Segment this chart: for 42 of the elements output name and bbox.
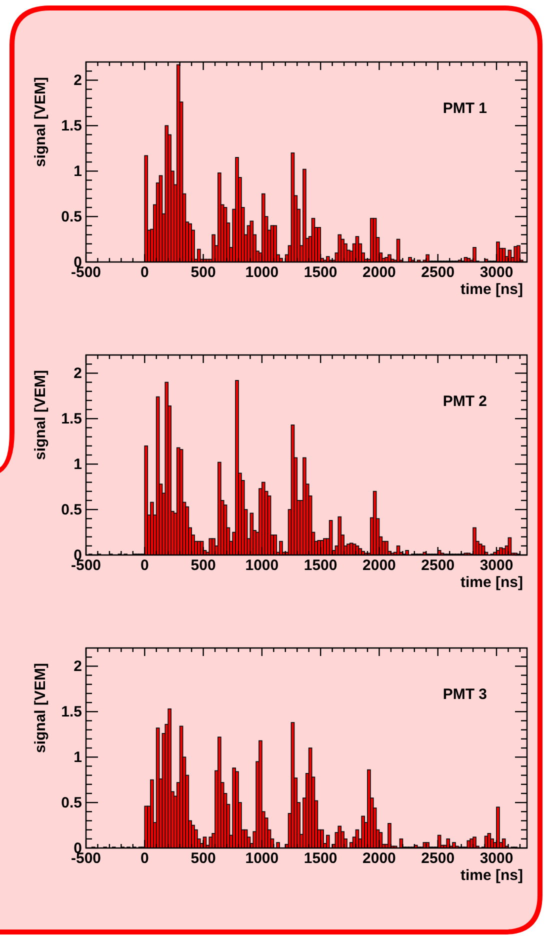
x-tick-label: 3000 (480, 557, 514, 574)
text: PMT 3 (442, 686, 487, 703)
x-tick-label: 2500 (421, 557, 455, 574)
x-tick-label: 1000 (245, 264, 279, 281)
x-axis-title: time [ns] (460, 574, 523, 591)
x-tick-label: 2000 (362, 557, 396, 574)
x-tick-label: 1500 (304, 850, 338, 867)
x-tick-label: 3000 (480, 850, 514, 867)
y-axis-title: signal [VEM] (32, 370, 49, 460)
x-tick-label: 0 (140, 557, 149, 574)
y-tick-label: 1.5 (61, 704, 82, 721)
y-tick-label: 1 (74, 749, 82, 766)
y-axis-title: signal [VEM] (32, 663, 49, 754)
x-tick-label: 0 (140, 850, 149, 867)
x-tick-label: 1500 (304, 557, 338, 574)
x-tick-label: 500 (190, 850, 216, 867)
x-tick-label: 1000 (245, 850, 279, 867)
y-tick-label: 2 (74, 365, 82, 382)
y-tick-label: 1.5 (61, 410, 82, 428)
y-tick-label: 1 (74, 456, 82, 474)
y-tick-label: 1 (74, 163, 82, 180)
x-axis-title: time [ns] (460, 281, 523, 298)
text: PMT 1 (442, 100, 487, 117)
x-tick-label: 1500 (304, 264, 338, 281)
y-axis-title: signal [VEM] (32, 77, 49, 168)
y-tick-label: 2 (74, 658, 82, 676)
x-tick-label: 500 (190, 264, 216, 281)
x-tick-label: 1000 (245, 557, 279, 574)
x-tick-label: 500 (190, 557, 216, 574)
x-tick-label: 2500 (421, 264, 455, 281)
y-tick-label: 0.5 (61, 208, 82, 226)
x-axis-title: time [ns] (460, 867, 523, 884)
y-tick-label: 2 (74, 72, 82, 90)
x-tick-label: 0 (140, 264, 149, 281)
y-tick-label: 1.5 (61, 118, 82, 135)
x-tick-label: 2000 (362, 264, 396, 281)
y-tick-label: 0.5 (61, 502, 82, 519)
x-tick-label: 2500 (421, 850, 455, 867)
y-tick-label: 0.5 (61, 794, 82, 812)
text: PMT 2 (442, 393, 487, 410)
x-tick-label: 3000 (480, 264, 514, 281)
x-tick-label: 2000 (362, 850, 396, 867)
